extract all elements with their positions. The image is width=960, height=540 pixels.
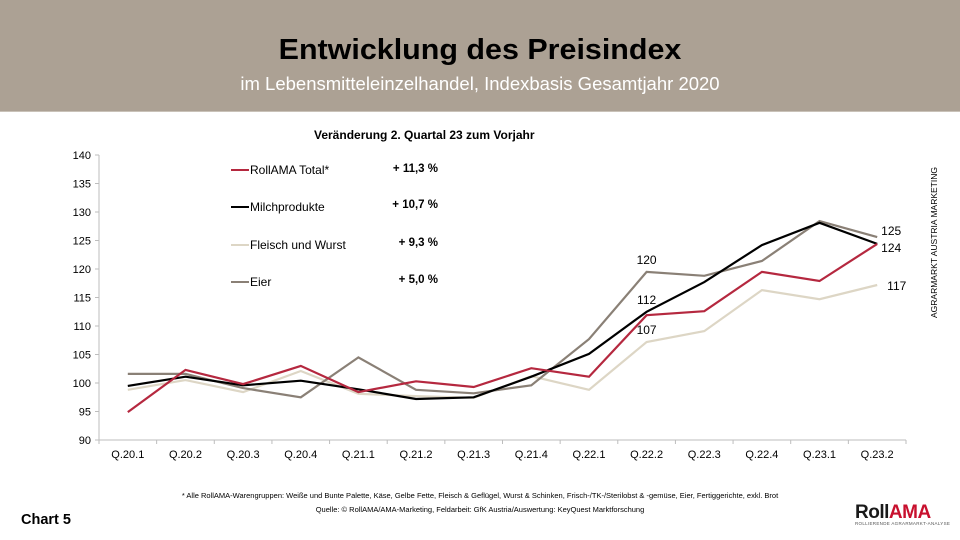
y-tick-label: 125	[73, 236, 91, 248]
page-title: Entwicklung des Preisindex	[278, 34, 682, 66]
x-tick-label: Q.23.2	[861, 449, 894, 461]
x-tick-label: Q.20.4	[284, 449, 317, 461]
legend-item-eier: Eier	[231, 274, 271, 290]
chart-title: Veränderung 2. Quartal 23 zum Vorjahr	[314, 128, 535, 142]
rollama-logo: RollAMA ROLLIERENDE AGRARMARKT-ANALYSE	[855, 502, 950, 532]
legend-label: Eier	[250, 274, 272, 289]
series-line-eier	[127, 219, 878, 399]
logo-tagline: ROLLIERENDE AGRARMARKT-ANALYSE	[855, 521, 951, 526]
y-tick-label: 120	[73, 264, 91, 276]
y-tick-label: 110	[73, 321, 91, 333]
chart-annotations: 120 112 107 125 124 117	[637, 224, 907, 337]
legend-change-eier: + 5,0 %	[398, 274, 438, 286]
y-tick-label: 140	[73, 150, 91, 162]
series-line-milchprodukte	[127, 221, 878, 401]
legend-change-fleisch-wurst: + 9,3 %	[398, 237, 438, 249]
data-label: 125	[881, 224, 901, 238]
x-tick-label: Q.21.4	[515, 449, 548, 461]
series-line-rollama-total	[127, 242, 878, 413]
chart-axes: 90 95 100 105 110 115 120 125 130 135 140 Q.20.1 Q.2…	[73, 150, 907, 461]
x-tick-label: Q.21.1	[342, 449, 375, 461]
footnote-groups: * Alle RollAMA-Warengruppen: Weiße und B…	[181, 491, 779, 500]
y-tick-label: 105	[73, 350, 91, 362]
data-label: 112	[637, 293, 656, 307]
x-tick-label: Q.21.2	[400, 449, 433, 461]
x-tick-label: Q.22.1	[572, 449, 605, 461]
page-subtitle: im Lebensmitteleinzelhandel, Indexbasis …	[240, 73, 720, 94]
logo-ama: AMA	[888, 502, 931, 523]
header-banner: Entwicklung des Preisindex im Lebensmitt…	[0, 0, 960, 112]
legend-change-milchprodukte: + 10,7 %	[392, 199, 438, 211]
legend-change-rollama-total: + 11,3 %	[392, 163, 438, 175]
x-tick-label: Q.20.2	[169, 449, 202, 461]
legend-label: RollAMA Total*	[250, 162, 330, 177]
data-label: 107	[637, 323, 657, 337]
side-label-agrarmarkt: AGRARMARKT AUSTRIA MARKETING	[929, 167, 939, 318]
x-tick-label: Q.21.3	[457, 449, 490, 461]
chart-number: Chart 5	[21, 512, 71, 528]
legend-swatch-red	[231, 168, 249, 171]
legend-item-rollama-total: RollAMA Total*	[231, 162, 329, 178]
legend-swatch-beige	[231, 243, 249, 246]
series-line-fleisch-und-wurst	[127, 283, 878, 399]
x-tick-label: Q.20.3	[227, 449, 260, 461]
data-label: 120	[637, 253, 657, 267]
x-tick-label: Q.20.1	[111, 449, 144, 461]
legend-item-fleisch-wurst: Fleisch und Wurst	[231, 237, 346, 253]
y-tick-label: 135	[73, 179, 91, 191]
x-tick-label: Q.23.1	[803, 449, 836, 461]
legend-swatch-black	[231, 205, 249, 208]
y-tick-label: 95	[79, 407, 91, 419]
data-label: 117	[887, 279, 906, 293]
footnote-source: Quelle: © RollAMA/AMA-Marketing, Feldarb…	[315, 505, 645, 514]
chart-lines	[127, 219, 878, 413]
y-tick-label: 115	[73, 293, 91, 305]
x-tick-label: Q.22.2	[630, 449, 663, 461]
y-tick-label: 90	[79, 435, 91, 447]
legend-label: Fleisch und Wurst	[250, 237, 346, 252]
legend-item-milchprodukte: Milchprodukte	[231, 199, 325, 215]
data-label: 124	[881, 241, 901, 255]
legend-swatch-taupe	[231, 280, 249, 283]
x-tick-label: Q.22.3	[688, 449, 721, 461]
logo-roll: Roll	[855, 502, 889, 523]
x-tick-label: Q.22.4	[745, 449, 778, 461]
legend-label: Milchprodukte	[250, 199, 325, 214]
y-tick-label: 130	[73, 207, 91, 219]
y-tick-label: 100	[73, 378, 91, 390]
